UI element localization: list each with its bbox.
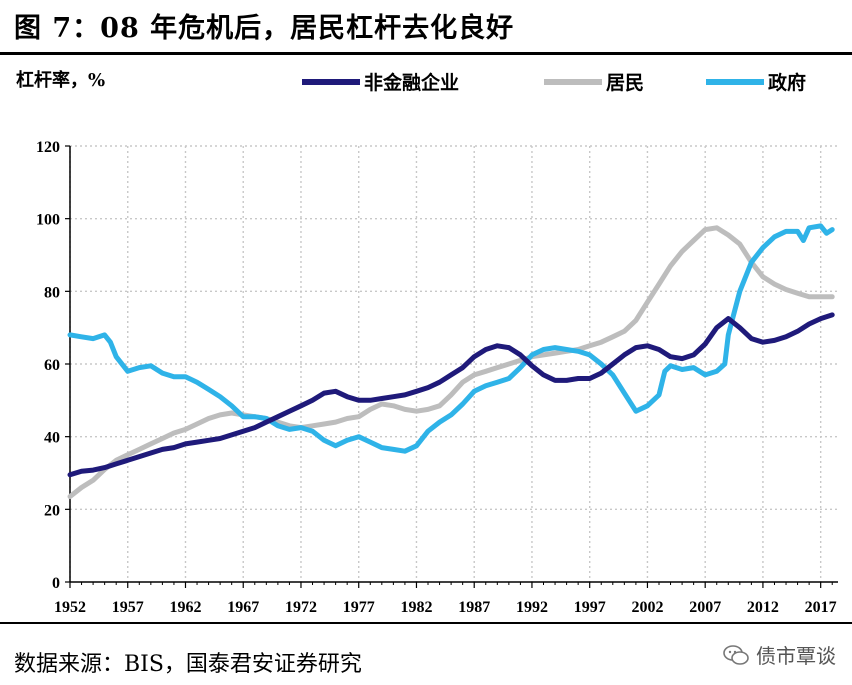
wechat-icon: [723, 644, 749, 665]
top-rule: [0, 52, 852, 55]
line-chart: 0 20 40 60 80 100 120 1952 1957 1962 1967 1972 1977…: [16, 69, 838, 616]
x-tick-label: 1982: [400, 599, 432, 616]
y-tick-labels: 0 20 40 60 80 100 120: [36, 139, 60, 592]
x-tick-label: 2012: [747, 599, 779, 616]
x-tick-label: 1957: [112, 599, 144, 616]
x-tick-label: 1952: [54, 599, 86, 616]
y-axis-label: 杠杆率，%: [16, 69, 105, 91]
y-tick-label: 120: [36, 139, 60, 156]
series-line-household: [67, 225, 835, 500]
source-note: 数据来源：BIS，国泰君安证券研究: [14, 652, 362, 677]
x-tick-labels: 1952 1957 1962 1967 1972 1977 1982 1987 1992 1997…: [54, 599, 837, 616]
y-tick-label: 20: [44, 502, 60, 519]
x-tick-label: 1987: [458, 599, 490, 616]
legend-label: 居民: [606, 72, 644, 94]
axes: [65, 145, 838, 588]
x-tick-label: 1997: [574, 599, 606, 616]
watermark-text: 债市覃谈: [756, 644, 836, 668]
y-tick-label: 100: [36, 212, 60, 229]
x-tick-label: 2017: [805, 599, 837, 616]
chart-title: 图 7：08 年危机后，居民杠杆去化良好: [14, 13, 515, 44]
grid-lines: [69, 145, 838, 582]
y-tick-label: 80: [44, 284, 60, 301]
series-lines: [67, 223, 835, 500]
legend-label: 非金融企业: [364, 71, 459, 94]
legend: 非金融企业 居民 政府: [302, 71, 806, 94]
bottom-rule: [0, 622, 852, 624]
x-tick-label: 2002: [631, 599, 663, 616]
x-tick-label: 1967: [227, 599, 259, 616]
x-tick-label: 2007: [689, 599, 721, 616]
legend-label: 政府: [768, 71, 806, 94]
series-line-corporate: [67, 312, 835, 478]
watermark: 债市覃谈: [722, 640, 836, 669]
x-tick-label: 1992: [516, 599, 548, 616]
y-tick-label: 60: [44, 357, 60, 374]
x-tick-label: 1962: [169, 599, 201, 616]
series-line-government: [67, 223, 835, 454]
x-tick-label: 1972: [285, 599, 317, 616]
x-tick-label: 1977: [343, 599, 375, 616]
y-tick-label: 40: [44, 430, 60, 447]
y-tick-label: 0: [52, 575, 60, 592]
